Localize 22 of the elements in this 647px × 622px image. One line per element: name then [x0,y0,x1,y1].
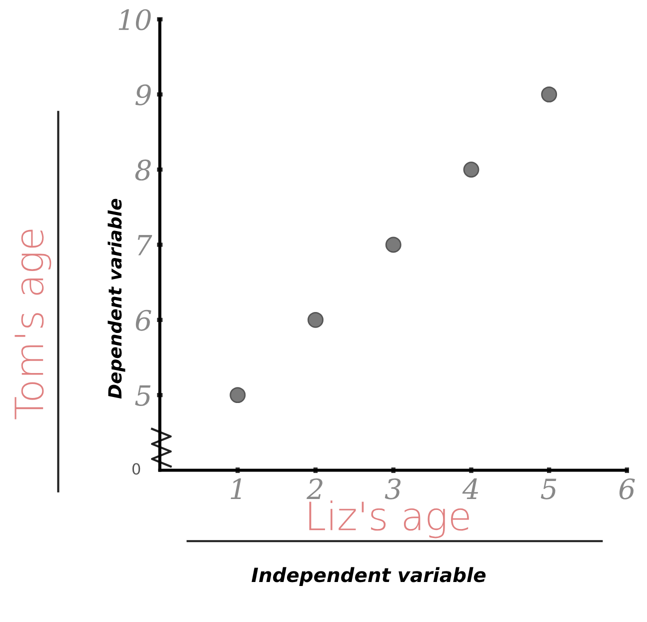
x-tick-label: 2 [306,478,322,499]
point [463,162,480,178]
x-tick-label: 3 [384,478,401,500]
y-axis-title: Tom's age [14,230,52,420]
point [541,86,558,102]
y-tick-label: 7 [138,235,152,256]
x-tick-label: 1 [230,478,242,499]
x-tick-label: 4 [462,478,478,499]
x-axis-title: Liz's age [309,500,469,538]
y-tick-label: 9 [135,84,151,106]
text: Dependent variable [108,198,126,399]
y-tick-label: 5 [135,385,150,406]
y-tick-label: 8 [135,160,151,181]
point [385,236,402,253]
text: 0 [132,463,140,475]
x-tick-label: 6 [619,478,635,500]
point [308,312,324,328]
point [230,387,246,404]
y-tick-label: 6 [136,310,152,331]
text: Independent variable [252,567,486,586]
y-tick-label: 10 [118,9,151,30]
x-tick-label: 5 [540,478,556,500]
